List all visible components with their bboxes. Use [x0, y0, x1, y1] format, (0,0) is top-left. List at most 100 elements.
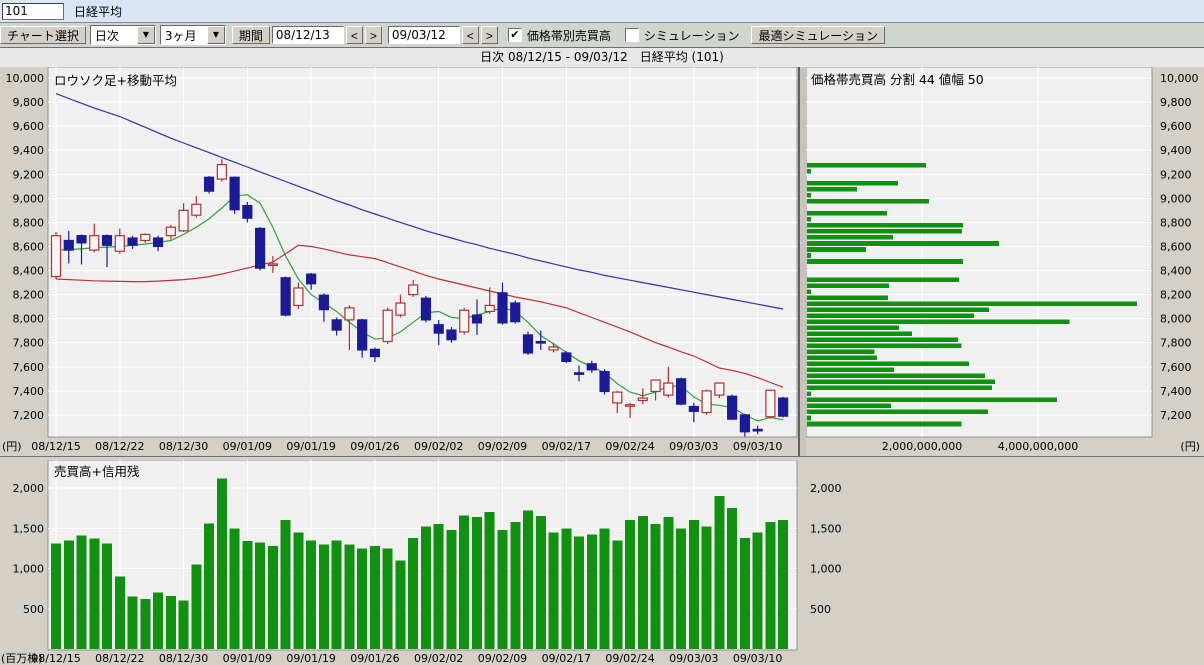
date-to-prev-button[interactable]: <: [461, 26, 479, 44]
svg-text:9,800: 9,800: [1160, 96, 1192, 109]
chevron-down-icon[interactable]: ▼: [136, 26, 155, 44]
svg-text:7,400: 7,400: [13, 385, 45, 398]
date-to-input[interactable]: [387, 26, 460, 44]
svg-text:2,000: 2,000: [810, 482, 842, 495]
svg-text:500: 500: [23, 603, 44, 616]
svg-text:4,000,000,000: 4,000,000,000: [998, 440, 1078, 453]
svg-text:ロウソク足+移動平均: ロウソク足+移動平均: [54, 73, 177, 88]
svg-text:09/02/24: 09/02/24: [605, 440, 654, 453]
chart-select-button[interactable]: チャート選択: [0, 26, 86, 44]
svg-text:1,500: 1,500: [810, 522, 842, 535]
svg-text:09/02/02: 09/02/02: [414, 440, 463, 453]
svg-text:09/03/03: 09/03/03: [669, 440, 718, 453]
svg-text:10,000: 10,000: [1160, 72, 1199, 85]
svg-text:8,200: 8,200: [13, 289, 45, 302]
svg-text:売買高+信用残: 売買高+信用残: [54, 464, 140, 479]
svg-text:価格帯売買高 分割 44 値幅 50: 価格帯売買高 分割 44 値幅 50: [811, 72, 984, 87]
svg-text:7,800: 7,800: [13, 337, 45, 350]
svg-text:09/03/10: 09/03/10: [733, 440, 782, 453]
date-to-next-button[interactable]: >: [480, 26, 498, 44]
simulation-checkbox[interactable]: [624, 28, 639, 42]
svg-text:8,000: 8,000: [13, 313, 45, 326]
date-from-prev-button[interactable]: <: [345, 26, 363, 44]
svg-text:7,400: 7,400: [1160, 385, 1192, 398]
svg-text:9,200: 9,200: [1160, 168, 1192, 181]
svg-text:09/03/03: 09/03/03: [669, 652, 718, 665]
svg-text:9,000: 9,000: [1160, 192, 1192, 205]
optimal-simulation-button[interactable]: 最適シミュレーション: [751, 26, 885, 44]
svg-text:8,400: 8,400: [1160, 265, 1192, 278]
svg-text:7,600: 7,600: [13, 361, 45, 374]
volume-by-price-label: 価格帯別売買高: [526, 28, 611, 43]
period-button[interactable]: 期間: [231, 26, 270, 44]
svg-text:09/01/26: 09/01/26: [350, 652, 399, 665]
candlestick-chart: 7,200 7,400 7,600 7,800 8,000 8,200 8,400 8,600…: [0, 67, 798, 456]
svg-text:09/01/09: 09/01/09: [223, 652, 272, 665]
moving-averages: [55, 93, 784, 422]
frequency-select[interactable]: 日次 ▼: [89, 25, 156, 45]
candles: [50, 159, 789, 437]
svg-text:08/12/30: 08/12/30: [159, 440, 208, 453]
svg-text:2,000,000,000: 2,000,000,000: [882, 440, 962, 453]
svg-text:1,500: 1,500: [13, 522, 45, 535]
svg-text:7,200: 7,200: [13, 409, 45, 422]
date-from-next-button[interactable]: >: [364, 26, 382, 44]
svg-text:08/12/30: 08/12/30: [159, 652, 208, 665]
svg-text:8,800: 8,800: [13, 216, 45, 229]
svg-text:09/02/17: 09/02/17: [542, 652, 591, 665]
svg-text:7,600: 7,600: [1160, 361, 1192, 374]
svg-text:9,400: 9,400: [1160, 144, 1192, 157]
chevron-down-icon[interactable]: ▼: [206, 26, 225, 44]
date-from-input[interactable]: [271, 26, 344, 44]
svg-text:08/12/15: 08/12/15: [31, 652, 80, 665]
svg-text:500: 500: [810, 603, 831, 616]
svg-text:8,400: 8,400: [13, 265, 45, 278]
volume-by-price-checkbox[interactable]: ✔: [507, 28, 522, 42]
svg-text:8,000: 8,000: [1160, 313, 1192, 326]
svg-text:(百万株): (百万株): [1, 651, 43, 665]
svg-text:09/02/02: 09/02/02: [414, 652, 463, 665]
svg-text:8,600: 8,600: [13, 240, 45, 253]
svg-text:9,200: 9,200: [13, 168, 45, 181]
frequency-value: 日次: [94, 28, 119, 43]
svg-text:09/01/09: 09/01/09: [223, 440, 272, 453]
svg-text:9,600: 9,600: [13, 120, 45, 133]
span-select[interactable]: 3ヶ月 ▼: [159, 25, 226, 45]
toolbar: チャート選択 日次 ▼ 3ヶ月 ▼ 期間 < > < > ✔ 価格帯別売買高 シ…: [0, 23, 1204, 48]
svg-text:9,600: 9,600: [1160, 120, 1192, 133]
svg-text:09/02/17: 09/02/17: [542, 440, 591, 453]
svg-text:10,000: 10,000: [6, 72, 45, 85]
price-band-volume-chart: 7,200 7,400 7,600 7,800 8,000 8,200 8,400 8,600…: [806, 67, 1204, 456]
svg-text:1,000: 1,000: [810, 563, 842, 576]
svg-text:8,800: 8,800: [1160, 216, 1192, 229]
svg-text:09/01/26: 09/01/26: [350, 440, 399, 453]
svg-text:7,200: 7,200: [1160, 409, 1192, 422]
svg-text:(円): (円): [1180, 440, 1200, 453]
stock-name-label: 日経平均: [74, 4, 123, 19]
svg-text:8,200: 8,200: [1160, 289, 1192, 302]
svg-text:09/02/09: 09/02/09: [478, 440, 527, 453]
svg-text:9,800: 9,800: [13, 96, 45, 109]
svg-text:7,800: 7,800: [1160, 337, 1192, 350]
price-band-bars: [807, 162, 1138, 427]
svg-text:(円): (円): [2, 440, 22, 453]
simulation-label: シミュレーション: [643, 28, 740, 43]
svg-text:9,000: 9,000: [13, 192, 45, 205]
svg-text:08/12/22: 08/12/22: [95, 440, 144, 453]
svg-text:08/12/15: 08/12/15: [31, 440, 80, 453]
svg-text:09/02/09: 09/02/09: [478, 652, 527, 665]
span-value: 3ヶ月: [164, 28, 197, 43]
volume-bars: [51, 478, 789, 649]
svg-text:09/01/19: 09/01/19: [286, 440, 335, 453]
volume-chart: 500 500 1,000 1,000 1,500 1,500 2,000 2,000 08/1…: [0, 460, 1204, 665]
svg-text:08/12/22: 08/12/22: [95, 652, 144, 665]
svg-text:09/03/10: 09/03/10: [733, 652, 782, 665]
stock-code-input[interactable]: [2, 2, 64, 20]
svg-text:9,400: 9,400: [13, 144, 45, 157]
svg-text:09/01/19: 09/01/19: [286, 652, 335, 665]
svg-text:2,000: 2,000: [13, 482, 45, 495]
svg-text:1,000: 1,000: [13, 563, 45, 576]
svg-text:09/02/24: 09/02/24: [605, 652, 654, 665]
horizontal-separator: [0, 456, 1204, 461]
